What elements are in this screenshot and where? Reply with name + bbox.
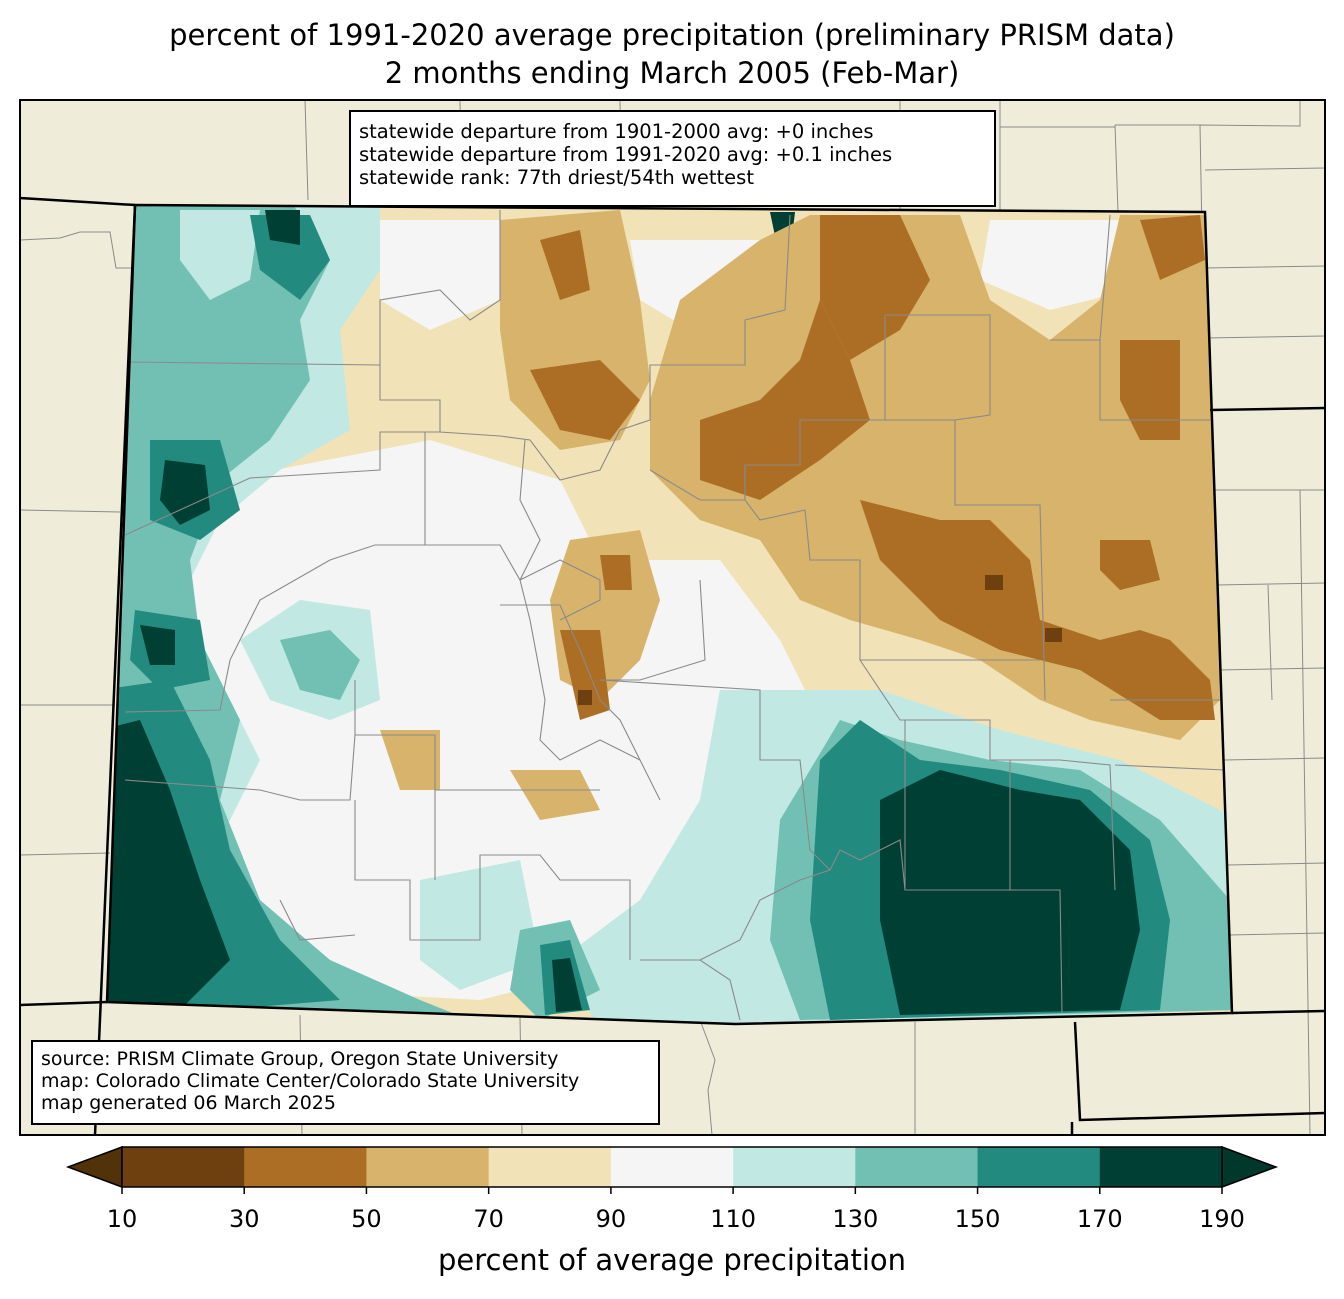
colorbar-bin-130-150	[855, 1147, 979, 1187]
colorbar-tick-label: 10	[106, 1205, 138, 1233]
colorbar-tick-label: 50	[351, 1205, 382, 1233]
generated-date-line: map generated 06 March 2025	[41, 1092, 336, 1114]
colorbar-over-arrow	[1221, 1145, 1279, 1189]
stats-rank: statewide rank: 77th driest/54th wettest	[359, 166, 754, 189]
colorado-county-lines	[124, 210, 1226, 1021]
kansas-oklahoma-border	[1231, 1009, 1326, 1015]
wyoming-utah-border	[19, 196, 136, 207]
colorbar-title: percent of average precipitation	[437, 1243, 907, 1277]
arizona-new-mexico-border-west	[19, 1000, 108, 1007]
utah-border	[93, 204, 137, 1136]
map-frame	[19, 99, 1326, 1136]
colorbar-bin-10-30	[122, 1147, 245, 1187]
colorbar-bin-70-90	[488, 1147, 612, 1187]
title-line-1: percent of 1991-2020 average precipitati…	[169, 18, 1175, 52]
title-line-2: 2 months ending March 2005 (Feb-Mar)	[384, 56, 960, 90]
nebraska-kansas-border	[1209, 406, 1326, 412]
state-borders	[19, 196, 1326, 1136]
colorbar-tick-label: 130	[832, 1205, 879, 1233]
colorbar-bin-50-70	[366, 1147, 490, 1187]
colorbar-tick-label: 70	[473, 1205, 504, 1233]
colorbar-tick-label: 150	[954, 1205, 1001, 1233]
colorbar-bin-170-190	[1099, 1147, 1223, 1187]
oklahoma-texas-border	[1073, 1021, 1326, 1122]
colorbar-tick-label: 110	[710, 1205, 757, 1233]
map-credit-line: map: Colorado Climate Center/Colorado St…	[41, 1070, 580, 1092]
colorbar-under-arrow	[65, 1145, 123, 1189]
source-line: source: PRISM Climate Group, Oregon Stat…	[41, 1048, 559, 1070]
precip-field	[107, 205, 1232, 1024]
stats-departure-1991-2020: statewide departure from 1991-2020 avg: …	[359, 143, 893, 166]
colorbar-tick-label: 90	[595, 1205, 627, 1233]
colorbar-tick-label: 30	[228, 1205, 260, 1233]
colorbar-bin-30-50	[244, 1147, 367, 1187]
colorbar-outline	[121, 1146, 1223, 1188]
colorbar-bin-150-170	[977, 1147, 1101, 1187]
colorado-border	[105, 203, 1234, 1026]
colorbar	[65, 1145, 1279, 1194]
colorbar-tick-label: 170	[1076, 1205, 1123, 1233]
neighbor-county-lines	[20, 100, 1325, 1135]
statewide-stats-box: statewide departure from 1901-2000 avg: …	[349, 110, 996, 207]
colorbar-bin-90-110	[610, 1147, 734, 1187]
source-box: source: PRISM Climate Group, Oregon Stat…	[31, 1040, 660, 1125]
stats-departure-1901-2000: statewide departure from 1901-2000 avg: …	[359, 120, 874, 143]
colorbar-bin-110-130	[733, 1147, 856, 1187]
colorbar-tick-label: 190	[1199, 1205, 1245, 1233]
